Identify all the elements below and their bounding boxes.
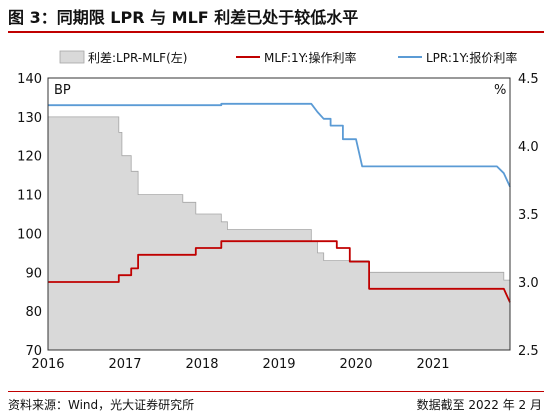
y-axis-left-ticks: 70 80 90 100 110 120 130 140 bbox=[17, 72, 42, 359]
y-axis-right-ticks: 2.5 3.0 3.5 4.0 4.5 bbox=[518, 72, 539, 359]
y-right-tick-label: 3.0 bbox=[518, 276, 539, 291]
y-right-tick-label: 4.0 bbox=[518, 140, 539, 155]
y-right-tick-label: 4.5 bbox=[518, 72, 539, 87]
data-cutoff-note: 数据截至 2022 年 2 月 bbox=[416, 398, 542, 412]
x-tick-label: 2018 bbox=[185, 357, 218, 372]
y-left-tick-label: 100 bbox=[17, 227, 42, 242]
legend-label: MLF:1Y:操作利率 bbox=[264, 50, 356, 65]
y-axis-right-label: % bbox=[494, 83, 506, 98]
y-axis-left-label: BP bbox=[54, 83, 71, 98]
plot-area bbox=[47, 77, 511, 351]
series-mlf-line bbox=[48, 240, 511, 303]
chart-legend: 利差:LPR-MLF(左) MLF:1Y:操作利率 LPR:1Y:报价利率 bbox=[59, 50, 517, 65]
x-tick-label: 2017 bbox=[108, 357, 141, 372]
footer-rule bbox=[8, 391, 544, 392]
series-spread-area bbox=[47, 116, 511, 351]
chart-title: 图 3：同期限 LPR 与 MLF 利差已处于较低水平 bbox=[8, 8, 359, 27]
y-left-tick-label: 140 bbox=[17, 72, 42, 87]
x-tick-label: 2021 bbox=[416, 357, 449, 372]
y-left-tick-label: 130 bbox=[17, 111, 42, 126]
legend-label: LPR:1Y:报价利率 bbox=[426, 50, 517, 65]
legend-label: 利差:LPR-MLF(左) bbox=[88, 50, 187, 65]
x-tick-label: 2020 bbox=[339, 357, 372, 372]
series-lpr-line bbox=[48, 102, 511, 188]
x-axis-ticks: 2016 2017 2018 2019 2020 2021 bbox=[31, 357, 449, 372]
source-note: 资料来源：Wind，光大证券研究所 bbox=[8, 398, 195, 412]
y-right-tick-label: 2.5 bbox=[518, 344, 539, 359]
title-rule bbox=[8, 31, 544, 33]
x-tick-label: 2016 bbox=[31, 357, 64, 372]
y-left-tick-label: 90 bbox=[25, 266, 42, 281]
y-right-tick-label: 3.5 bbox=[518, 208, 539, 223]
y-left-tick-label: 70 bbox=[25, 344, 42, 359]
y-left-tick-label: 110 bbox=[17, 189, 42, 204]
legend-swatch-spread bbox=[59, 50, 85, 64]
y-left-tick-label: 80 bbox=[25, 305, 42, 320]
y-left-tick-label: 120 bbox=[17, 150, 42, 165]
plot-frame bbox=[47, 77, 511, 351]
x-tick-label: 2019 bbox=[262, 357, 295, 372]
